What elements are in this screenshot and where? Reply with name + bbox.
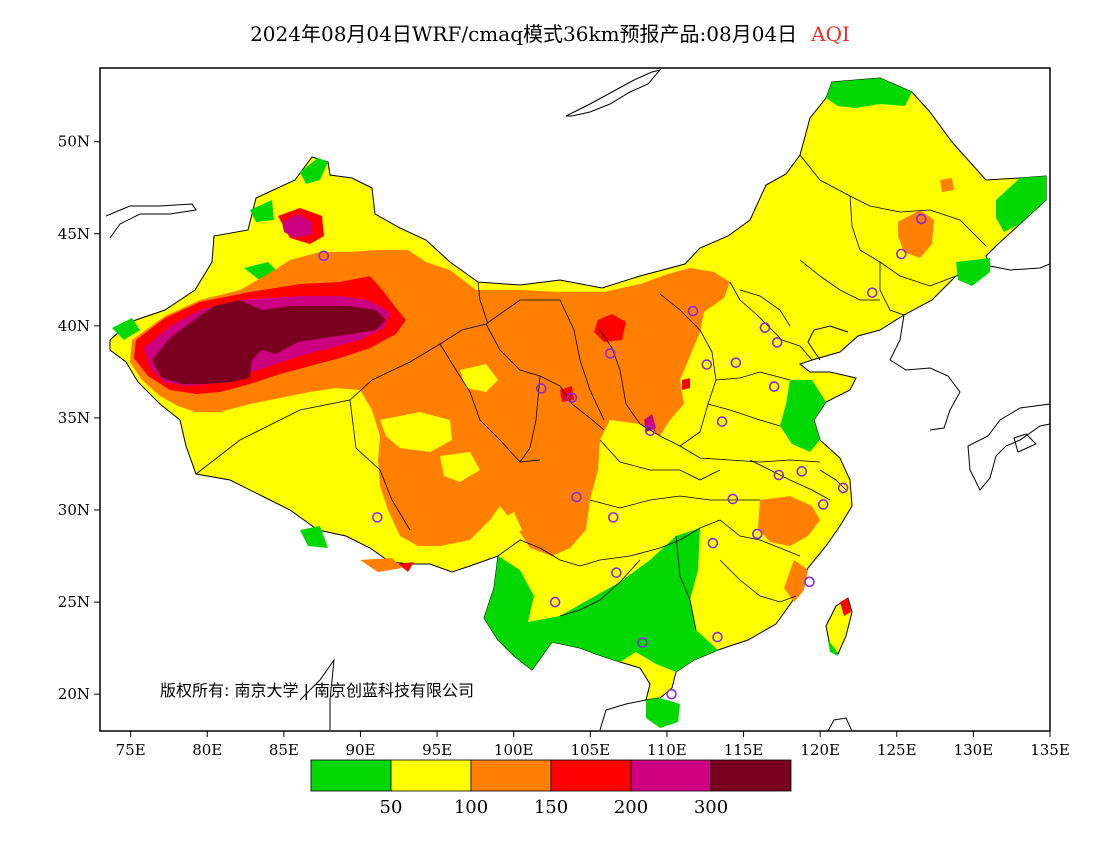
legend-swatch xyxy=(310,759,392,792)
lat-tick-label: 50N xyxy=(58,133,90,151)
city-marker xyxy=(796,466,808,477)
city-marker xyxy=(730,357,742,368)
map-title: 2024年08月04日WRF/cmaq模式36km预报产品:08月04日 AQI xyxy=(0,18,1100,47)
lon-tick-label: 110E xyxy=(647,741,687,759)
lon-tick-label: 115E xyxy=(724,741,764,759)
aqi-region-green xyxy=(112,78,1046,728)
longitude-axis: 75E 80E 85E 90E 95E 100E 105E 110E 115E 120E 125E 1… xyxy=(116,731,1070,759)
legend-label: 50 xyxy=(380,797,403,818)
title-main: 2024年08月04日WRF/cmaq模式36km预报产品:08月04日 xyxy=(250,22,798,46)
city-marker xyxy=(637,637,648,648)
taiwan-green xyxy=(828,640,838,656)
city-marker xyxy=(896,248,907,260)
city-marker xyxy=(687,305,699,317)
city-markers xyxy=(318,213,927,700)
lat-tick-label: 35N xyxy=(58,409,90,427)
city-marker xyxy=(549,596,561,608)
taiwan-red xyxy=(840,598,851,616)
map-frame xyxy=(99,67,1051,732)
city-marker xyxy=(318,250,330,262)
city-marker xyxy=(372,512,383,523)
legend-swatch xyxy=(710,759,792,792)
aqi-legend: 50 100 150 200 300 xyxy=(310,759,792,818)
city-marker xyxy=(752,528,763,540)
city-marker xyxy=(566,392,578,403)
city-marker xyxy=(727,493,739,505)
city-marker xyxy=(712,631,723,643)
city-marker xyxy=(571,491,582,503)
city-marker xyxy=(771,337,783,348)
lon-tick-label: 125E xyxy=(877,741,917,759)
city-marker xyxy=(701,359,713,370)
lon-tick-label: 100E xyxy=(494,741,534,759)
city-marker xyxy=(837,482,849,494)
city-marker xyxy=(768,381,780,392)
lon-tick-label: 80E xyxy=(192,741,222,759)
title-product: AQI xyxy=(811,22,850,46)
aqi-region-maroon xyxy=(152,300,386,384)
lon-tick-label: 130E xyxy=(954,741,994,759)
lat-tick-label: 20N xyxy=(58,685,90,703)
province-boundaries xyxy=(195,154,987,631)
lon-tick-label: 90E xyxy=(345,741,375,759)
lat-tick-label: 25N xyxy=(58,593,90,611)
copyright-text: 版权所有: 南京大学 | 南京创蓝科技有限公司 xyxy=(160,681,474,700)
city-marker xyxy=(804,576,815,588)
latitude-axis: 20N 25N 30N 35N 40N 45N 50N xyxy=(58,133,100,703)
foreign-coastlines xyxy=(105,69,1050,731)
legend-swatch xyxy=(390,759,472,792)
legend-swatch xyxy=(470,759,552,792)
legend-label: 100 xyxy=(454,797,488,818)
aqi-region-yellow-inner xyxy=(380,364,640,536)
lon-tick-label: 120E xyxy=(800,741,840,759)
lon-tick-label: 105E xyxy=(571,741,611,759)
city-marker xyxy=(817,499,829,510)
city-marker xyxy=(759,322,771,333)
lon-tick-label: 135E xyxy=(1030,741,1070,759)
lat-tick-label: 40N xyxy=(58,317,90,335)
lon-tick-label: 85E xyxy=(269,741,299,759)
city-marker xyxy=(915,213,927,225)
lon-tick-label: 95E xyxy=(422,741,452,759)
legend-swatch xyxy=(550,759,632,792)
city-marker xyxy=(535,383,547,394)
city-marker xyxy=(644,425,656,437)
city-marker xyxy=(716,416,728,427)
lon-tick-label: 75E xyxy=(116,741,146,759)
lat-tick-label: 45N xyxy=(58,225,90,243)
legend-label: 200 xyxy=(614,797,648,818)
legend-label: 300 xyxy=(694,797,728,818)
city-marker xyxy=(608,512,619,523)
city-marker xyxy=(773,469,785,481)
legend-label: 150 xyxy=(534,797,568,818)
city-marker xyxy=(604,348,616,359)
legend-swatch xyxy=(630,759,712,792)
city-marker xyxy=(666,688,677,700)
city-marker xyxy=(866,287,878,298)
city-marker xyxy=(611,567,622,578)
lat-tick-label: 30N xyxy=(58,501,90,519)
city-marker xyxy=(707,537,719,549)
